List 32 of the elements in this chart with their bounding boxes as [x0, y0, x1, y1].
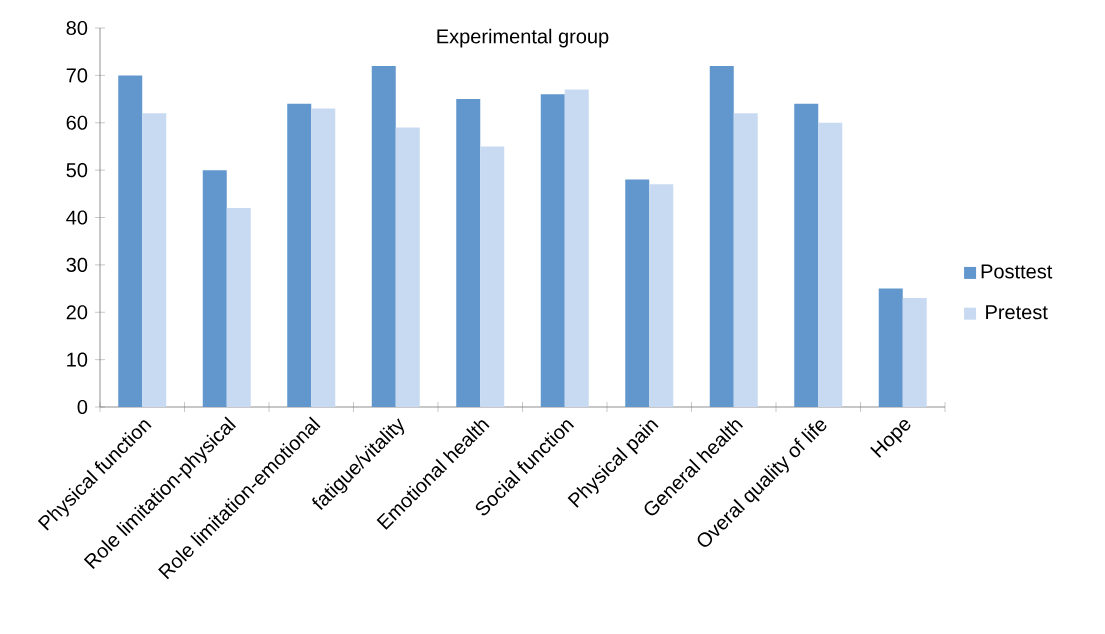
- y-tick-label: 0: [77, 399, 88, 415]
- y-tick-label: 50: [66, 163, 88, 178]
- legend-label: Posttest: [981, 264, 1053, 279]
- bar: [564, 89, 589, 407]
- bar: [395, 127, 420, 407]
- bar: [456, 99, 481, 407]
- y-tick-label: 80: [66, 20, 88, 36]
- bar: [794, 103, 819, 407]
- bar: [878, 288, 903, 407]
- bar: [902, 298, 927, 407]
- y-tick-label: 10: [67, 352, 88, 367]
- y-tick-label: 70: [66, 68, 88, 83]
- y-tick-label: 30: [66, 257, 88, 272]
- bar: [709, 65, 734, 407]
- bar: [625, 179, 650, 407]
- bar: [118, 75, 143, 407]
- bar: [540, 94, 565, 407]
- bar: [649, 184, 674, 407]
- chart-title: Experimental group: [437, 28, 609, 48]
- bar: [480, 146, 505, 407]
- y-tick-label: 60: [66, 115, 88, 130]
- bar: [287, 103, 312, 407]
- y-tick-label: 40: [66, 210, 88, 225]
- bar: [226, 208, 251, 407]
- bar: [733, 113, 758, 407]
- y-tick-label: 20: [66, 305, 88, 320]
- bar: [202, 170, 227, 407]
- legend-label: Pretest: [986, 305, 1048, 320]
- bar: [142, 113, 167, 407]
- bar: [371, 65, 396, 407]
- bar: [818, 122, 843, 407]
- bar: [311, 108, 336, 407]
